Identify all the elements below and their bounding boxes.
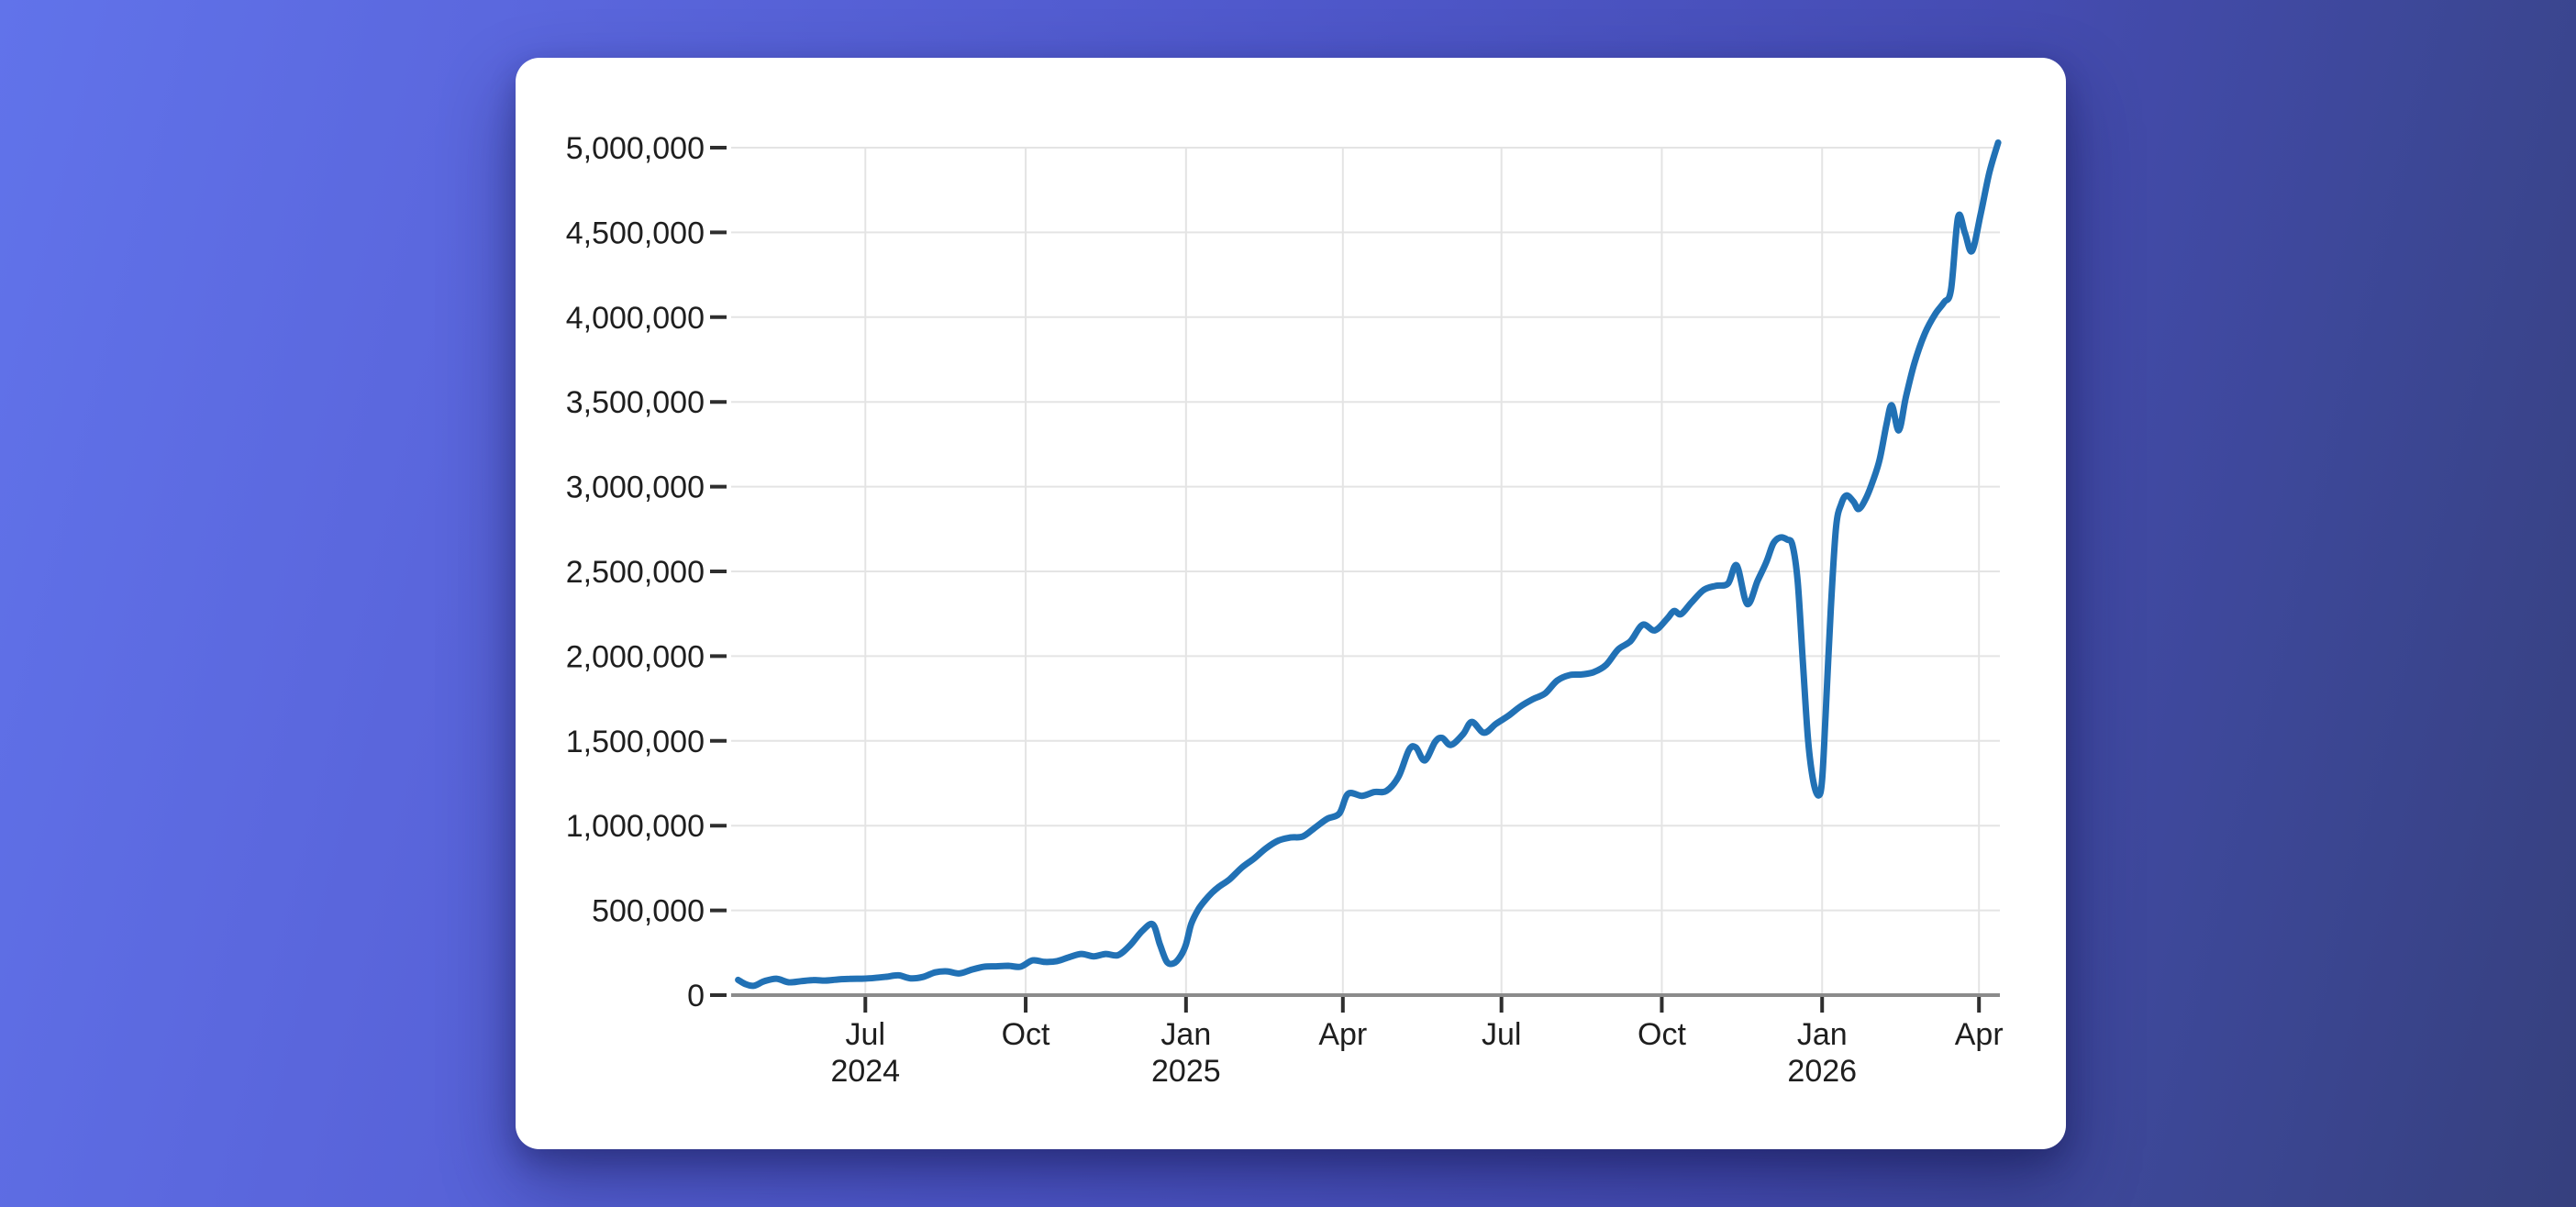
growth-line-chart: 0 500,000 1,000,000 1,500,000 2,000,000 2,500… [566,131,2004,1089]
x-axis-tick-label: Apr [1318,1017,1367,1052]
y-axis-tick-label: 2,500,000 [566,555,705,590]
y-axis-tick-label: 3,000,000 [566,471,705,505]
y-axis-tick-label: 4,500,000 [566,216,705,250]
y-axis-tick-label: 2,000,000 [566,639,705,674]
y-axis-tick-label: 0 [687,979,705,1013]
series-line [735,139,2002,990]
x-axis-tick-label: Jan [1160,1017,1211,1052]
x-axis-tick-label: Jul [846,1017,885,1052]
y-axis-tick-label: 1,000,000 [566,809,705,844]
y-axis-tick-label: 5,000,000 [566,131,705,166]
y-axis-tick-label: 4,000,000 [566,301,705,336]
y-axis-tick-label: 1,500,000 [566,725,705,759]
x-axis-year-label: 2026 [1787,1054,1857,1089]
x-axis-year-label: 2025 [1151,1054,1221,1089]
y-axis-tick-label: 3,500,000 [566,385,705,420]
x-axis-tick-label: Jan [1797,1017,1848,1052]
chart-card: 0 500,000 1,000,000 1,500,000 2,000,000 2,500… [516,58,2066,1149]
x-axis-tick-label: Apr [1955,1017,2004,1052]
x-axis-tick-label: Oct [1002,1017,1050,1052]
x-axis-year-label: 2024 [830,1054,900,1089]
x-axis-tick-label: Oct [1638,1017,1686,1052]
y-axis-tick-label: 500,000 [592,894,705,929]
x-axis-tick-label: Jul [1482,1017,1521,1052]
